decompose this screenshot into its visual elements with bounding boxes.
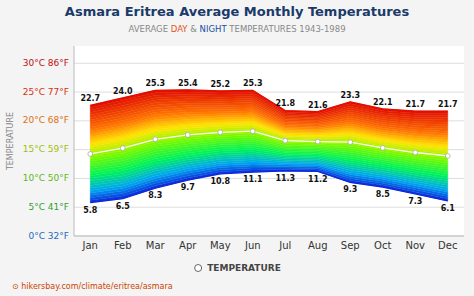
y-tick-label: 30°C 86°F xyxy=(23,58,69,68)
subtitle-part: NIGHT xyxy=(200,24,228,34)
x-tick-label: Nov xyxy=(405,240,425,251)
day-data-label: 25.3 xyxy=(243,79,263,88)
grid-line xyxy=(74,207,464,208)
chart: 0°C 32°F 5°C 41°F 10°C 50°F 15°C 59°F 20°C 6… xyxy=(0,0,474,296)
title: Asmara Eritrea Average Monthly Temperatu… xyxy=(65,4,410,19)
day-data-label: 22.1 xyxy=(373,98,393,107)
mid-marker xyxy=(380,146,385,151)
mid-marker xyxy=(348,140,353,145)
y-axis-label: TEMPERATURE xyxy=(6,112,15,171)
night-data-label: 5.8 xyxy=(83,206,98,215)
day-data-label: 23.3 xyxy=(340,91,360,100)
subtitle-part: TEMPERATURES 1943-1989 xyxy=(227,24,346,34)
night-data-label: 10.8 xyxy=(210,177,230,186)
y-tick-label: 15°C 59°F xyxy=(23,144,69,154)
x-tick-label: Jun xyxy=(244,240,261,251)
legend-marker xyxy=(195,265,202,272)
night-data-label: 11.2 xyxy=(308,175,328,184)
mid-marker xyxy=(283,138,288,143)
mid-marker xyxy=(88,152,93,157)
y-tick-label: 25°C 77°F xyxy=(23,87,69,97)
x-tick-label: Apr xyxy=(179,240,197,251)
x-tick-label: Sep xyxy=(341,240,360,251)
subtitle: AVERAGE DAY & NIGHT TEMPERATURES 1943-19… xyxy=(128,24,345,34)
y-axis-line xyxy=(74,46,75,236)
day-data-label: 25.3 xyxy=(145,79,165,88)
day-data-label: 21.7 xyxy=(438,100,458,109)
mid-marker xyxy=(218,130,223,135)
y-tick-label: 20°C 68°F xyxy=(23,115,69,125)
night-data-label: 8.5 xyxy=(376,190,391,199)
grid-line xyxy=(74,63,464,64)
mid-marker xyxy=(250,129,255,134)
mid-marker xyxy=(185,133,190,138)
night-data-label: 7.3 xyxy=(408,197,422,206)
day-data-label: 24.0 xyxy=(113,87,133,96)
day-data-label: 25.4 xyxy=(178,79,198,88)
night-data-label: 6.1 xyxy=(441,204,456,213)
band-strip xyxy=(90,90,448,114)
x-tick-label: Oct xyxy=(374,240,391,251)
x-tick-label: Mar xyxy=(146,240,166,251)
x-tick-label: Feb xyxy=(114,240,132,251)
night-data-label: 11.1 xyxy=(243,175,263,184)
y-tick-label: 10°C 50°F xyxy=(23,173,69,183)
background xyxy=(0,0,474,296)
subtitle-part: DAY xyxy=(171,24,189,34)
night-data-label: 11.3 xyxy=(275,174,295,183)
plot-background xyxy=(74,46,464,236)
grid-line xyxy=(74,236,464,237)
mid-marker xyxy=(315,139,320,144)
x-axis-line xyxy=(74,236,464,237)
x-tick-label: May xyxy=(210,240,231,251)
subtitle-part: & xyxy=(188,24,200,34)
mid-marker xyxy=(153,137,158,142)
mid-marker xyxy=(120,146,125,151)
day-data-label: 21.8 xyxy=(275,99,295,108)
mid-line xyxy=(90,131,448,156)
x-tick-label: Dec xyxy=(438,240,457,251)
legend-label: TEMPERATURE xyxy=(207,263,281,273)
subtitle-part: AVERAGE xyxy=(128,24,170,34)
footer: ⊙ hikersbay.com/climate/eritrea/asmara xyxy=(12,282,173,291)
plot-marks xyxy=(88,90,450,203)
y-tick-label: 5°C 41°F xyxy=(29,202,70,212)
night-edge-line xyxy=(90,171,448,203)
day-edge-line xyxy=(90,90,448,112)
day-data-label: 21.6 xyxy=(308,101,328,110)
night-data-label: 6.5 xyxy=(116,202,131,211)
day-data-label: 22.7 xyxy=(80,94,100,103)
night-data-label: 9.3 xyxy=(343,185,357,194)
legend: TEMPERATURE xyxy=(195,263,281,273)
y-tick-label: 0°C 32°F xyxy=(29,231,70,241)
night-data-label: 8.3 xyxy=(148,191,162,200)
mid-marker xyxy=(445,154,450,159)
mid-marker xyxy=(413,150,418,155)
day-data-label: 25.2 xyxy=(210,80,230,89)
x-tick-label: Jul xyxy=(278,240,291,251)
night-data-label: 9.7 xyxy=(181,183,195,192)
x-tick-label: Aug xyxy=(308,240,328,251)
band-fill xyxy=(90,90,448,203)
x-tick-label: Jan xyxy=(82,240,98,251)
day-data-label: 21.7 xyxy=(405,100,425,109)
